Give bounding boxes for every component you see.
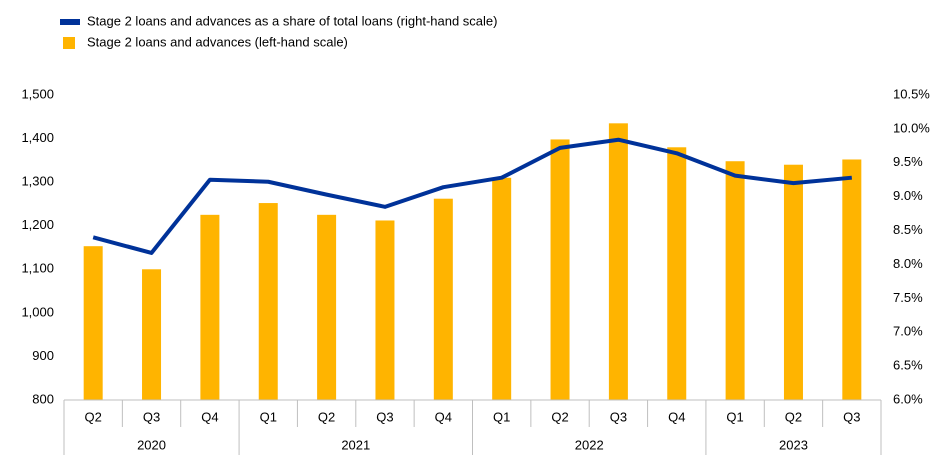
y-tick-label: 1,100: [21, 261, 54, 276]
y2-tick-label: 8.0%: [893, 256, 923, 271]
y2-tick-label: 8.5%: [893, 222, 923, 237]
bar: [725, 161, 745, 400]
x-tick-label: Q4: [201, 409, 218, 424]
x-tick-label: Q2: [551, 409, 568, 424]
y2-tick-label: 10.0%: [893, 120, 930, 135]
line: [92, 137, 853, 255]
bar: [783, 164, 803, 400]
x-tick-label: Q1: [260, 409, 277, 424]
bar: [550, 139, 570, 400]
x-tick-label: Q1: [726, 409, 743, 424]
x-tick-label: Q1: [493, 409, 510, 424]
x-group-label: 2023: [779, 437, 808, 452]
x-tick-label: Q3: [143, 409, 160, 424]
legend-label: Stage 2 loans and advances (left-hand sc…: [87, 34, 348, 49]
bar: [142, 269, 162, 400]
bar: [608, 123, 628, 401]
x-group-label: 2020: [137, 437, 166, 452]
y2-tick-label: 9.0%: [893, 188, 923, 203]
x-tick-label: Q4: [435, 409, 452, 424]
y2-tick-label: 6.5%: [893, 358, 923, 373]
y-tick-label: 1,000: [21, 304, 54, 319]
bar: [200, 214, 220, 400]
bar: [492, 177, 512, 400]
x-tick-label: Q2: [318, 409, 335, 424]
y-tick-label: 1,200: [21, 217, 54, 232]
x-group-label: 2022: [575, 437, 604, 452]
bar: [317, 214, 337, 400]
bar: [258, 203, 278, 400]
legend-label: Stage 2 loans and advances as a share of…: [87, 13, 497, 28]
x-tick-label: Q3: [610, 409, 627, 424]
bar: [667, 147, 687, 400]
y-tick-label: 900: [32, 348, 54, 363]
x-group-label: 2021: [341, 437, 370, 452]
x-tick-label: Q2: [85, 409, 102, 424]
x-tick-label: Q3: [843, 409, 860, 424]
bar: [83, 246, 103, 400]
x-tick-label: Q3: [376, 409, 393, 424]
y2-tick-label: 7.5%: [893, 290, 923, 305]
y2-tick-label: 9.5%: [893, 154, 923, 169]
bar: [433, 198, 453, 400]
y-tick-label: 800: [32, 391, 54, 406]
y-tick-label: 1,400: [21, 130, 54, 145]
x-tick-label: Q4: [668, 409, 685, 424]
y-tick-label: 1,500: [21, 86, 54, 101]
legend-swatch: [60, 19, 80, 25]
y2-tick-label: 10.5%: [893, 86, 930, 101]
y-tick-label: 1,300: [21, 174, 54, 189]
legend-swatch: [63, 37, 75, 49]
y2-tick-label: 6.0%: [893, 391, 923, 406]
bar: [842, 159, 862, 400]
x-tick-label: Q2: [785, 409, 802, 424]
y2-tick-label: 7.0%: [893, 324, 923, 339]
bar: [375, 220, 395, 400]
